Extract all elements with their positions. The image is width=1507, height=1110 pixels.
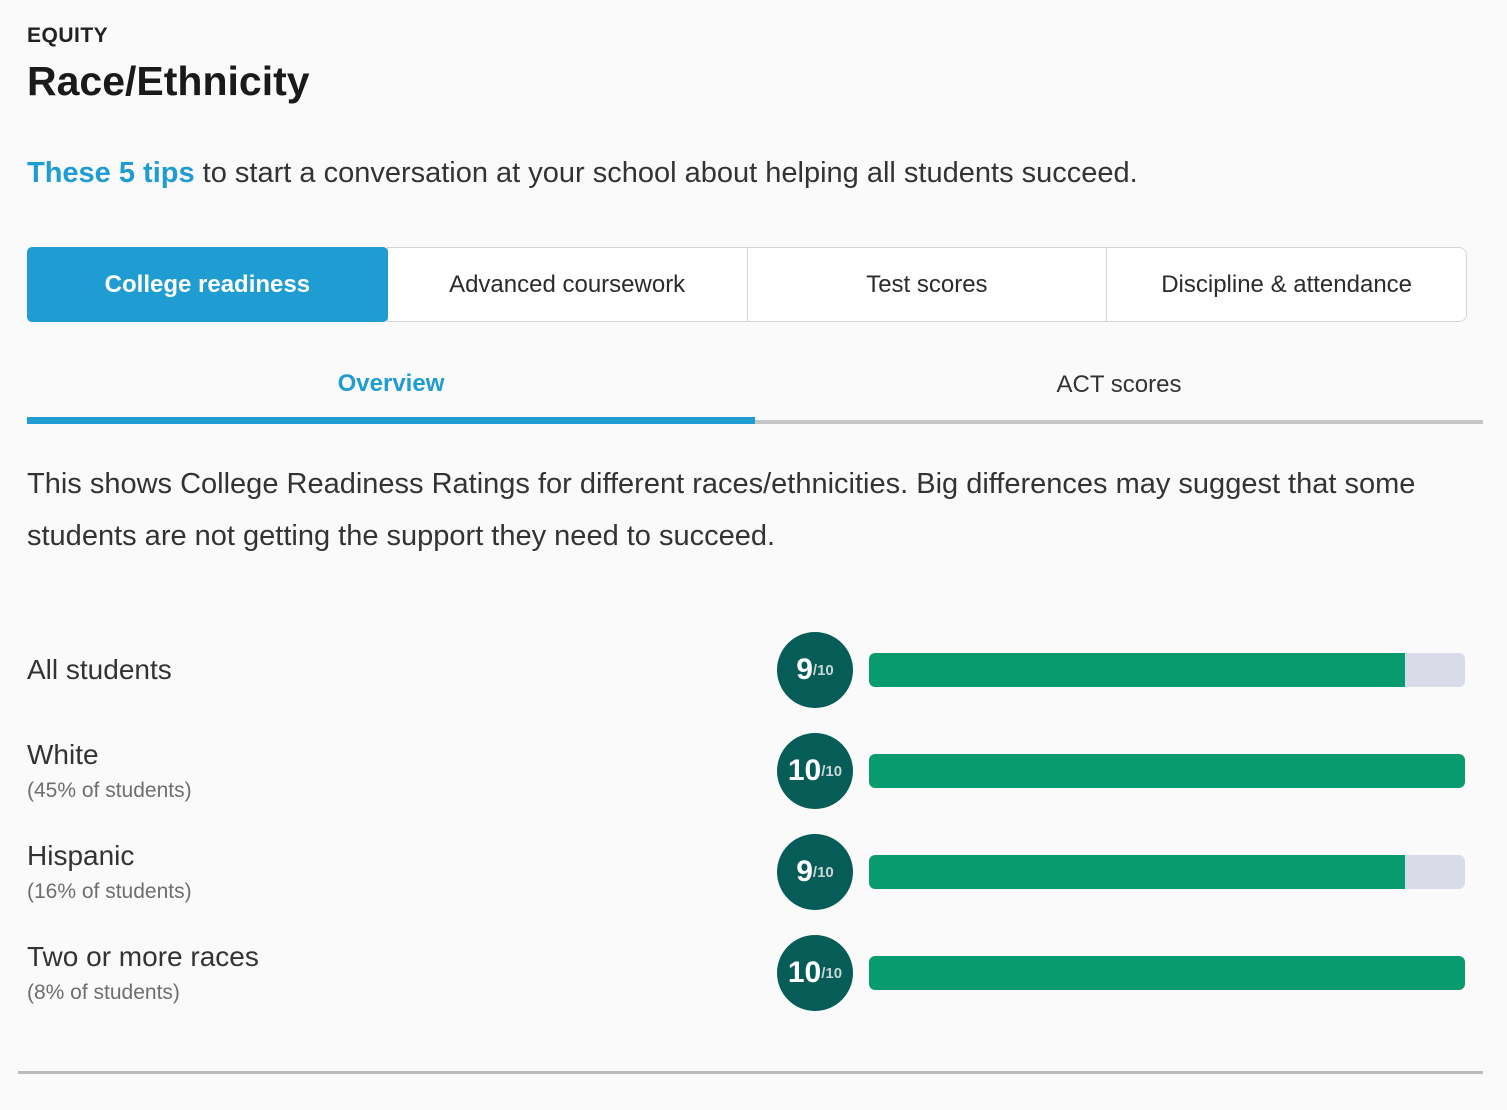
- rating-bar-track: [869, 653, 1465, 687]
- rating-bar-fill: [869, 754, 1465, 788]
- rating-bar-fill: [869, 855, 1406, 889]
- row-sublabel: (8% of students): [27, 981, 180, 1004]
- section-kicker: EQUITY: [27, 24, 109, 47]
- rating-visual: 10/10: [777, 733, 1465, 809]
- intro-rest-text: to start a conversation at your school a…: [194, 157, 1138, 189]
- score-value: 10: [787, 956, 822, 989]
- five-tips-link[interactable]: These 5 tips: [27, 157, 195, 189]
- rating-row-two-or-more-races: Two or more races (8% of students) 10/10: [27, 935, 1467, 1011]
- rating-bar-track: [869, 754, 1465, 788]
- tab-advanced-coursework[interactable]: Advanced coursework: [386, 247, 748, 322]
- rating-bar-fill: [869, 956, 1465, 990]
- row-label-group: Hispanic (16% of students): [27, 840, 777, 904]
- rating-visual: 9/10: [777, 632, 1465, 708]
- row-sublabel: (16% of students): [27, 880, 192, 903]
- rating-bar-track: [869, 956, 1465, 990]
- row-name: White: [27, 739, 99, 770]
- rating-row-white: White (45% of students) 10/10: [27, 733, 1467, 809]
- score-denominator: /10: [821, 964, 843, 982]
- rating-rows: All students 9/10 White (45% of students…: [27, 632, 1467, 1011]
- score-value: 9: [796, 653, 813, 686]
- score-denominator: /10: [812, 661, 834, 679]
- tab-test-scores[interactable]: Test scores: [746, 247, 1108, 322]
- score-circle: 9/10: [777, 632, 853, 708]
- tab-discipline-attendance[interactable]: Discipline & attendance: [1106, 247, 1467, 322]
- rating-row-all-students: All students 9/10: [27, 632, 1467, 708]
- score-circle: 9/10: [777, 834, 853, 910]
- score-circle: 10/10: [777, 935, 853, 1011]
- rating-visual: 9/10: [777, 834, 1465, 910]
- intro-sentence: These 5 tips to start a conversation at …: [27, 157, 1467, 190]
- tab-college-readiness[interactable]: College readiness: [27, 247, 388, 322]
- sub-tabbar: Overview ACT scores: [27, 350, 1483, 424]
- row-label-group: White (45% of students): [27, 739, 777, 803]
- row-sublabel: (45% of students): [27, 779, 192, 802]
- section-divider: [18, 1071, 1483, 1074]
- score-denominator: /10: [821, 762, 843, 780]
- rating-visual: 10/10: [777, 935, 1465, 1011]
- row-label-group: All students: [27, 654, 777, 686]
- rating-row-hispanic: Hispanic (16% of students) 9/10: [27, 834, 1467, 910]
- subtab-act-scores[interactable]: ACT scores: [755, 350, 1483, 424]
- section-description: This shows College Readiness Ratings for…: [27, 468, 1416, 552]
- rating-bar-fill: [869, 653, 1406, 687]
- page-title: Race/Ethnicity: [27, 58, 310, 104]
- score-circle: 10/10: [777, 733, 853, 809]
- subtab-overview[interactable]: Overview: [27, 350, 755, 424]
- row-name: Two or more races: [27, 941, 259, 972]
- row-label-group: Two or more races (8% of students): [27, 941, 777, 1005]
- equity-section: EQUITY Race/Ethnicity These 5 tips to st…: [27, 24, 1483, 1011]
- row-name: Hispanic: [27, 840, 135, 871]
- score-denominator: /10: [812, 863, 834, 881]
- category-tabbar: College readiness Advanced coursework Te…: [27, 247, 1467, 322]
- row-name: All students: [27, 654, 172, 685]
- rating-bar-track: [869, 855, 1465, 889]
- score-value: 9: [796, 855, 813, 888]
- score-value: 10: [787, 754, 822, 787]
